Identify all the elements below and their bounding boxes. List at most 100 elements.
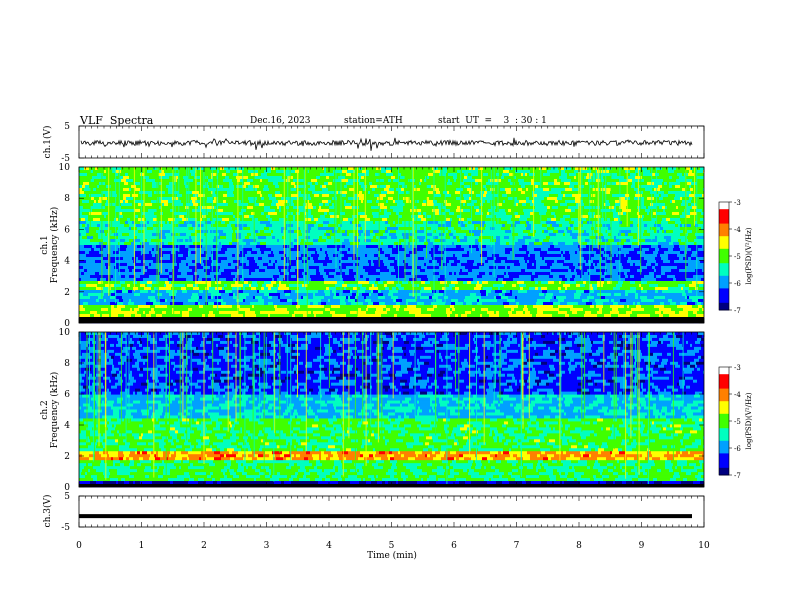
psd-cell bbox=[447, 272, 449, 276]
psd-cell bbox=[613, 200, 615, 204]
psd-cell bbox=[654, 182, 658, 186]
psd-cell bbox=[681, 221, 688, 225]
psd-cell bbox=[293, 212, 296, 216]
psd-cell bbox=[689, 260, 694, 264]
psd-cell bbox=[449, 272, 452, 276]
psd-cell bbox=[529, 194, 532, 198]
psd-cell bbox=[350, 266, 356, 270]
psd-cell bbox=[84, 272, 91, 276]
psd-cell bbox=[643, 233, 650, 237]
psd-cell bbox=[528, 257, 532, 261]
psd-cell bbox=[541, 218, 547, 222]
psd-cell bbox=[416, 191, 422, 195]
psd-cell bbox=[540, 254, 544, 258]
psd-cell bbox=[369, 170, 373, 174]
psd-cell bbox=[596, 224, 602, 228]
psd-cell bbox=[602, 182, 607, 186]
psd-cell bbox=[678, 224, 680, 228]
psd-cell bbox=[383, 197, 388, 201]
psd-cell bbox=[349, 260, 352, 264]
psd-cell bbox=[459, 254, 462, 258]
psd-cell bbox=[417, 245, 422, 249]
psd-cell bbox=[474, 260, 481, 264]
psd-cell bbox=[272, 236, 275, 240]
psd-cell bbox=[653, 212, 656, 216]
psd-cell bbox=[607, 218, 610, 222]
psd-cell bbox=[390, 263, 397, 267]
psd-cell bbox=[431, 212, 433, 216]
psd-cell bbox=[207, 218, 210, 222]
psd-cell bbox=[330, 167, 333, 171]
psd-cell bbox=[504, 263, 510, 267]
psd-cell bbox=[91, 248, 94, 252]
psd-cell bbox=[676, 179, 680, 183]
psd-cell bbox=[409, 233, 412, 237]
psd-cell bbox=[288, 239, 294, 243]
psd-cell bbox=[467, 263, 473, 267]
psd-cell bbox=[578, 167, 581, 171]
psd-cell bbox=[697, 170, 703, 174]
psd-cell bbox=[652, 188, 654, 192]
psd-cell bbox=[346, 215, 352, 219]
psd-cell bbox=[158, 251, 163, 255]
psd-cell bbox=[358, 236, 361, 240]
psd-cell bbox=[653, 185, 658, 189]
psd-cell bbox=[374, 194, 379, 198]
psd-cell bbox=[565, 194, 572, 198]
psd-cell bbox=[534, 179, 541, 183]
psd-cell bbox=[545, 269, 551, 273]
psd-cell bbox=[225, 206, 227, 210]
psd-cell bbox=[306, 203, 312, 207]
psd-cell bbox=[523, 209, 526, 213]
psd-cell bbox=[207, 251, 211, 255]
psd-cell bbox=[417, 203, 419, 207]
psd-cell bbox=[410, 254, 412, 258]
psd-cell bbox=[454, 185, 459, 189]
psd-cell bbox=[134, 200, 137, 204]
psd-cell bbox=[570, 212, 572, 216]
psd-cell bbox=[646, 263, 651, 267]
psd-cell bbox=[162, 191, 165, 195]
psd-cell bbox=[169, 245, 175, 249]
psd-cell bbox=[525, 260, 527, 264]
psd-cell bbox=[133, 239, 140, 243]
psd-cell bbox=[533, 245, 535, 249]
psd-cell bbox=[130, 194, 132, 198]
psd-cell bbox=[703, 182, 704, 186]
psd-cell bbox=[691, 203, 696, 207]
psd-cell bbox=[106, 200, 108, 204]
psd-cell bbox=[211, 224, 217, 228]
psd-cell bbox=[468, 272, 475, 276]
psd-cell bbox=[311, 212, 317, 216]
psd-cell bbox=[243, 212, 246, 216]
psd-cell bbox=[378, 260, 383, 264]
psd-cell bbox=[514, 185, 521, 189]
psd-cell bbox=[102, 176, 106, 180]
psd-cell bbox=[263, 182, 268, 186]
psd-cell bbox=[194, 176, 200, 180]
psd-cell bbox=[634, 251, 637, 255]
psd-cell bbox=[622, 257, 628, 261]
psd-cell bbox=[485, 239, 490, 243]
psd-cell bbox=[686, 170, 689, 174]
psd-cell bbox=[288, 251, 290, 255]
psd-cell bbox=[119, 212, 122, 216]
psd-cell bbox=[127, 263, 133, 267]
psd-cell bbox=[104, 230, 108, 234]
psd-cell bbox=[352, 257, 354, 261]
psd-cell bbox=[226, 212, 233, 216]
psd-cell bbox=[426, 185, 431, 189]
psd-cell bbox=[132, 221, 135, 225]
psd-cell bbox=[400, 248, 405, 252]
psd-cell bbox=[566, 191, 573, 195]
psd-cell bbox=[658, 191, 664, 195]
psd-cell bbox=[265, 176, 270, 180]
psd-cell bbox=[140, 173, 144, 177]
psd-cell bbox=[128, 272, 132, 276]
psd-cell bbox=[369, 212, 372, 216]
psd-cell bbox=[581, 254, 584, 258]
psd-cell bbox=[626, 221, 633, 225]
psd-cell bbox=[319, 206, 321, 210]
psd-cell bbox=[633, 263, 635, 267]
psd-cell bbox=[453, 245, 456, 249]
